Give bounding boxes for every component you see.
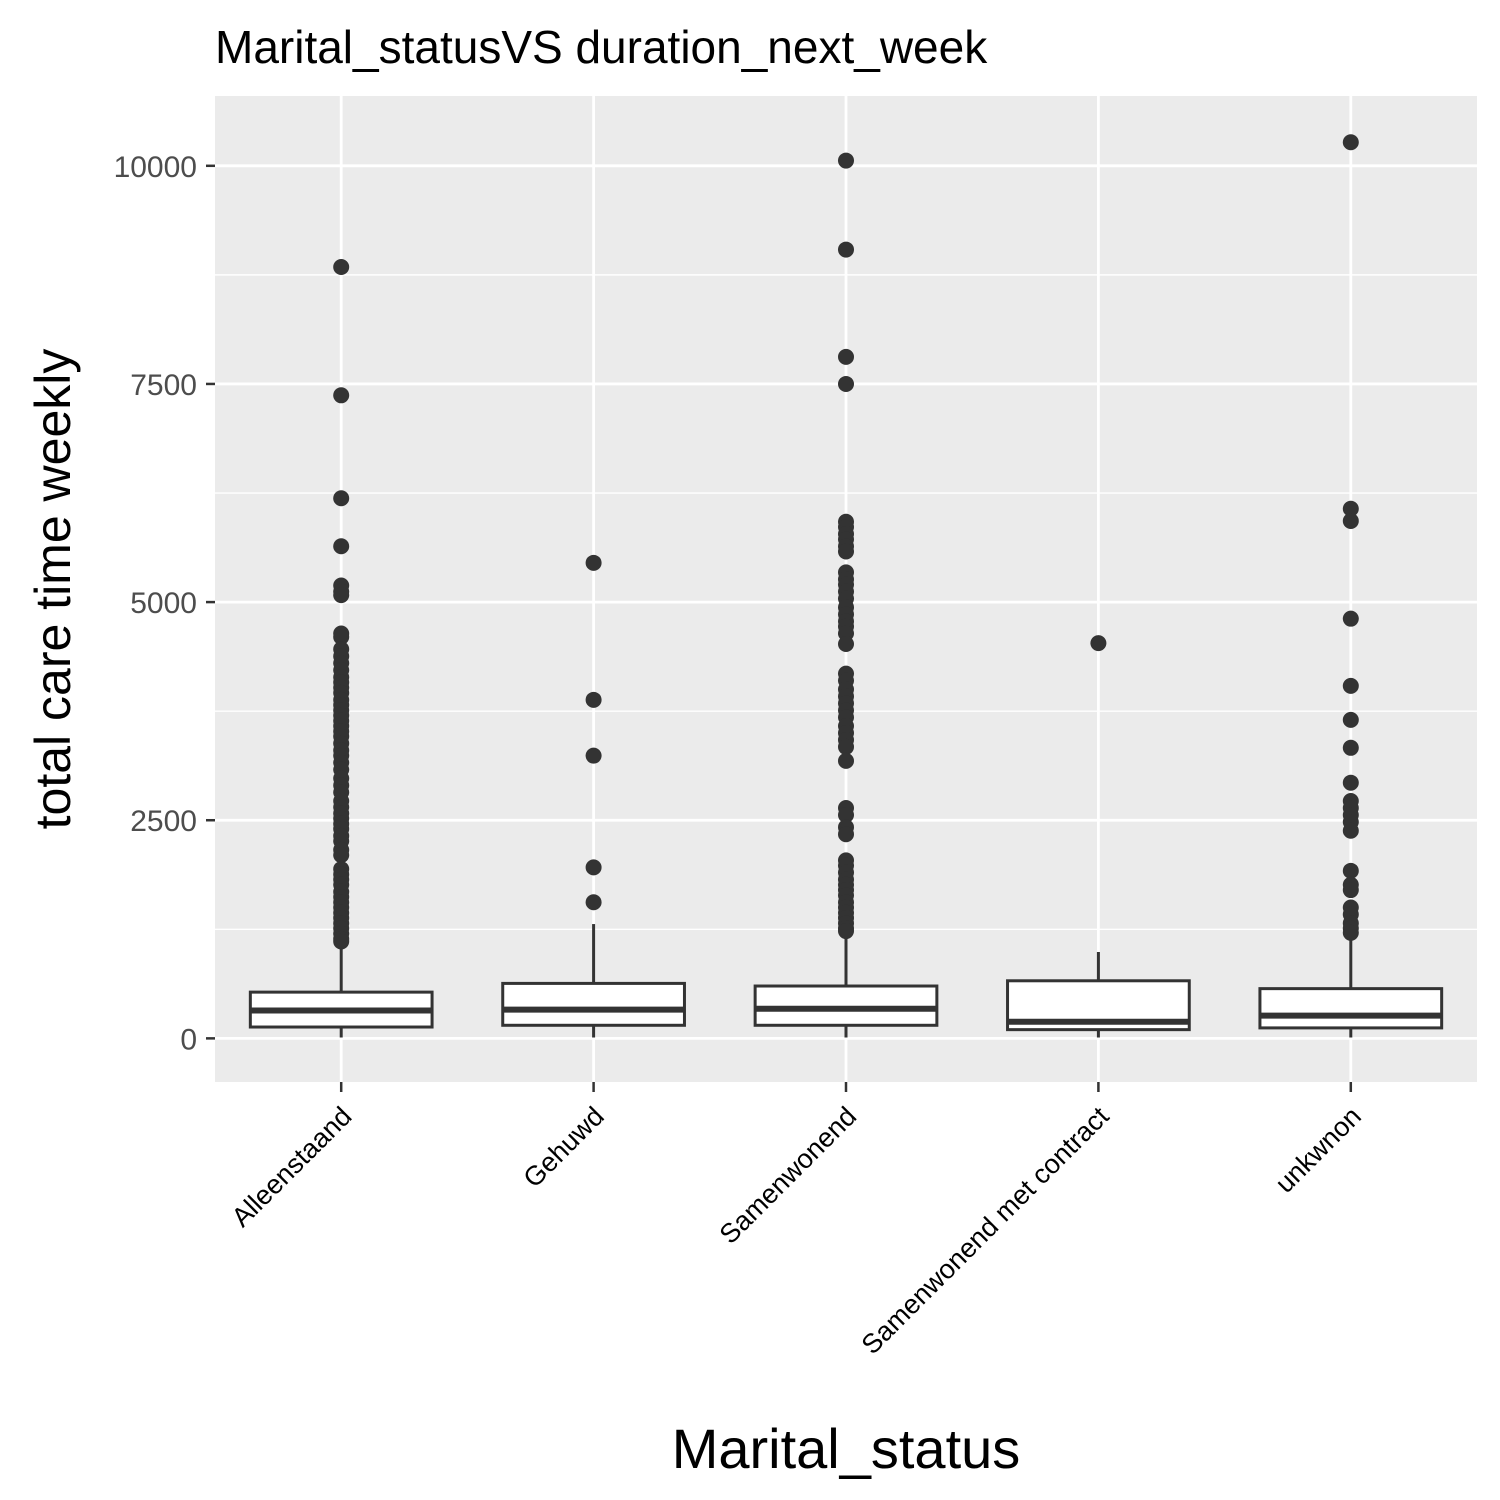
outlier-point — [333, 538, 350, 555]
outlier-point — [333, 587, 350, 604]
outlier-point — [1342, 711, 1359, 728]
x-tick-label: Samenwonend — [714, 1101, 863, 1250]
chart-title: Marital_statusVS duration_next_week — [215, 21, 988, 73]
outlier-point — [333, 847, 350, 864]
outlier-point — [1342, 882, 1359, 899]
box-alleenstaand — [248, 259, 434, 1038]
outlier-point — [1342, 924, 1359, 941]
x-tick-label: Alleenstaand — [226, 1101, 358, 1233]
outlier-point — [333, 933, 350, 950]
outlier-point — [1342, 512, 1359, 529]
outlier-point — [333, 628, 350, 645]
x-axis-label: Marital_status — [672, 1417, 1021, 1480]
outlier-point — [838, 923, 854, 940]
outlier-point — [1342, 822, 1359, 839]
outlier-point — [1342, 862, 1359, 879]
outlier-point — [585, 859, 602, 876]
outlier-point — [1342, 739, 1359, 756]
outlier-point — [838, 241, 854, 258]
y-axis-label: total care time weekly — [25, 349, 81, 830]
y-tick-label: 2500 — [130, 805, 197, 838]
y-tick-label: 10000 — [114, 151, 197, 184]
box-series — [248, 134, 1444, 1038]
box-iqr — [501, 981, 686, 1027]
outlier-point — [333, 387, 350, 404]
box-unkwnon — [1258, 134, 1444, 1038]
outlier-point — [585, 894, 602, 911]
outlier-point — [1342, 774, 1359, 791]
outlier-point — [838, 635, 854, 652]
outlier-point — [838, 806, 854, 823]
outlier-point — [838, 348, 854, 365]
outlier-point — [838, 752, 854, 769]
outlier-point — [838, 375, 854, 392]
x-tick-label: unkwnon — [1269, 1101, 1367, 1199]
x-tick-label: Samenwonend met contract — [856, 1101, 1115, 1360]
outlier-point — [838, 152, 854, 169]
outlier-point — [838, 826, 854, 843]
box-samenwonend — [753, 152, 939, 1038]
outlier-point — [585, 747, 602, 764]
outlier-point — [1342, 500, 1359, 517]
y-tick-label: 7500 — [130, 369, 197, 402]
outlier-point — [333, 490, 350, 507]
box-samenwonend-met-contract — [1006, 635, 1191, 1038]
outlier-point — [1342, 134, 1359, 151]
y-tick-label: 0 — [180, 1023, 197, 1056]
outlier-point — [1090, 635, 1107, 652]
y-axis-ticks: 0 2500 5000 7500 10000 — [114, 151, 215, 1056]
outlier-point — [1342, 610, 1359, 627]
x-tick-label: Gehuwd — [518, 1101, 610, 1193]
outlier-point — [585, 691, 602, 708]
outlier-point — [838, 738, 854, 755]
outlier-point — [1342, 677, 1359, 694]
outlier-point — [333, 259, 350, 276]
box-gehuwd — [501, 554, 686, 1038]
box-iqr — [1258, 987, 1444, 1030]
box-iqr — [753, 984, 939, 1027]
y-tick-label: 5000 — [130, 587, 197, 620]
x-axis-ticks: Alleenstaand Gehuwd SamenwonendSamenwonend… — [226, 1082, 1367, 1360]
outlier-point — [585, 554, 602, 571]
outlier-point — [838, 543, 854, 560]
